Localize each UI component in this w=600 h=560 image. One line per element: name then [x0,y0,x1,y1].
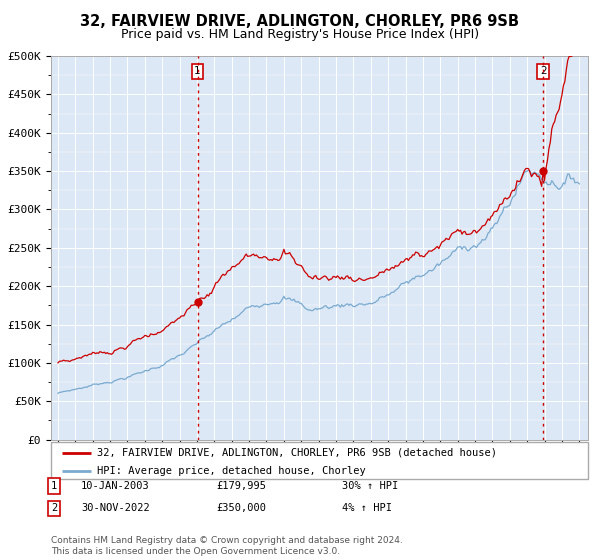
Text: Price paid vs. HM Land Registry's House Price Index (HPI): Price paid vs. HM Land Registry's House … [121,28,479,41]
Text: 1: 1 [51,481,57,491]
FancyBboxPatch shape [51,442,588,479]
Text: Contains HM Land Registry data © Crown copyright and database right 2024.
This d: Contains HM Land Registry data © Crown c… [51,536,403,556]
Text: 2: 2 [51,503,57,514]
Text: £179,995: £179,995 [216,481,266,491]
Text: £350,000: £350,000 [216,503,266,514]
Text: HPI: Average price, detached house, Chorley: HPI: Average price, detached house, Chor… [97,466,365,476]
Text: 32, FAIRVIEW DRIVE, ADLINGTON, CHORLEY, PR6 9SB: 32, FAIRVIEW DRIVE, ADLINGTON, CHORLEY, … [80,14,520,29]
Text: 10-JAN-2003: 10-JAN-2003 [81,481,150,491]
Text: 32, FAIRVIEW DRIVE, ADLINGTON, CHORLEY, PR6 9SB (detached house): 32, FAIRVIEW DRIVE, ADLINGTON, CHORLEY, … [97,447,497,458]
Text: 30% ↑ HPI: 30% ↑ HPI [342,481,398,491]
Text: 30-NOV-2022: 30-NOV-2022 [81,503,150,514]
Text: 2: 2 [540,66,547,76]
Text: 1: 1 [194,66,201,76]
Text: 4% ↑ HPI: 4% ↑ HPI [342,503,392,514]
